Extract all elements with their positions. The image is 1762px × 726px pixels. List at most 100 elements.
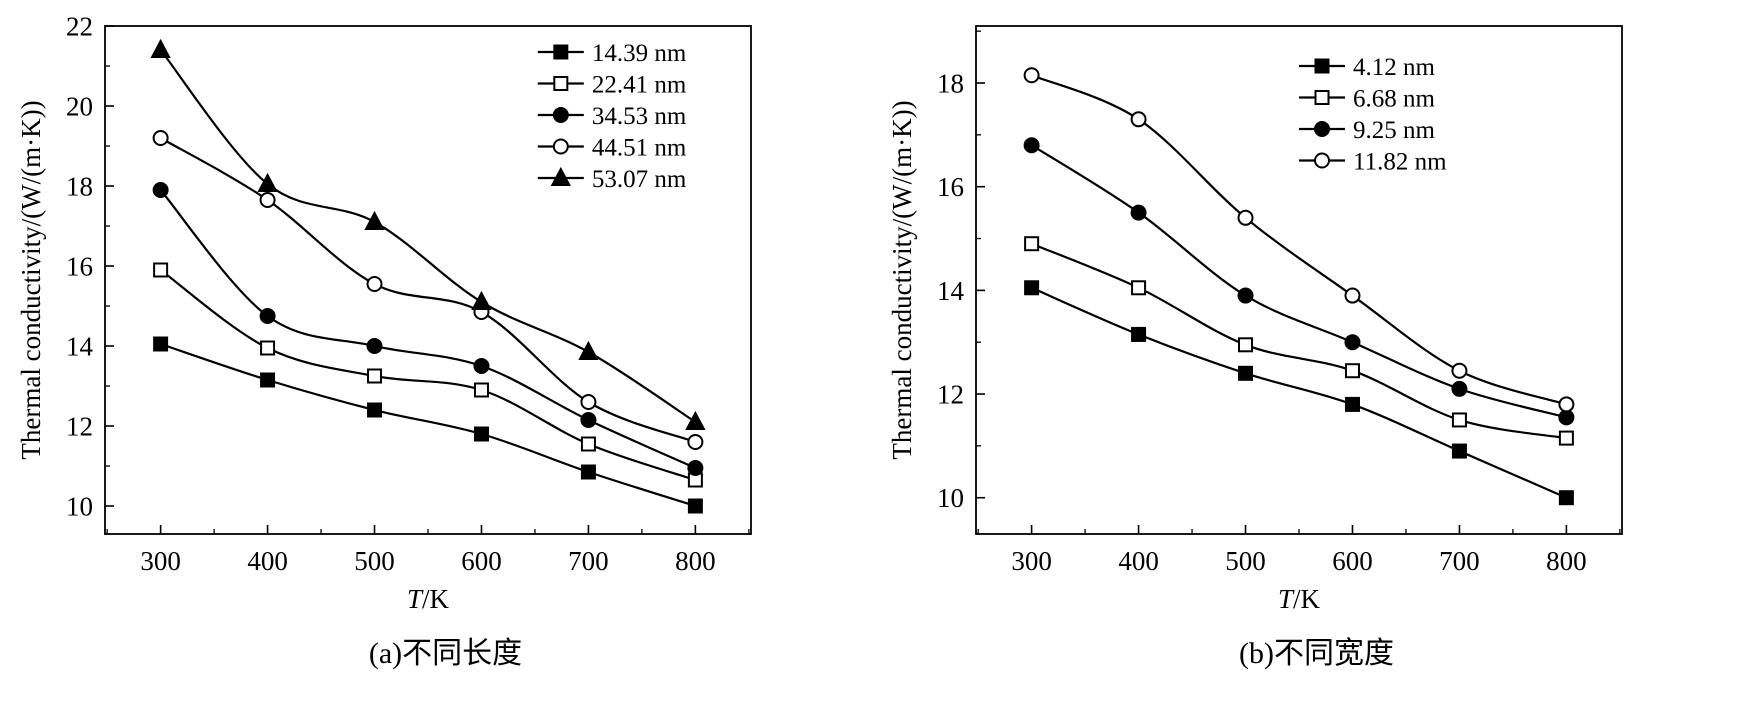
filled-square-marker — [687, 498, 703, 514]
y-tick-label: 10 — [937, 483, 964, 513]
x-axis-label: T/K — [1278, 584, 1321, 614]
filled-triangle-marker — [550, 166, 571, 186]
y-axis-label: Thermal conductivity/(W/(m·K)) — [887, 100, 917, 459]
y-tick-label: 22 — [66, 12, 93, 41]
x-tick-label: 800 — [1546, 546, 1587, 576]
legend-label: 11.82 nm — [1353, 148, 1447, 175]
legend-label: 34.53 nm — [592, 103, 687, 130]
x-tick-label: 700 — [1439, 546, 1480, 576]
series-line-14.39-nm — [160, 342, 696, 508]
filled-square-marker — [1451, 443, 1467, 459]
open-square-marker — [367, 368, 383, 384]
plot-b: 10 12 14 16 18 300 400 500 600 700 800 Thermal cond… — [887, 25, 1623, 614]
series-line-53.07-nm — [159, 49, 696, 423]
legend: 4.12 nm 6.68 nm 9.25 nm 11.82 nm — [1299, 54, 1447, 175]
series-group — [1023, 67, 1575, 506]
plot-a: 10 12 14 16 18 20 22 300 400 500 600 700 800 Thermal … — [16, 12, 752, 614]
open-circle-marker — [552, 138, 569, 155]
filled-square-marker — [1344, 396, 1360, 412]
y-tick-label: 18 — [937, 68, 964, 98]
filled-triangle-marker — [257, 172, 278, 192]
open-square-marker — [1238, 337, 1254, 353]
filled-square-marker — [1238, 365, 1254, 381]
open-square-marker — [153, 262, 169, 278]
x-tick-label: 400 — [247, 546, 288, 576]
legend: 14.39 nm 22.41 nm 34.53 nm 44.51 nm 53.07 nm — [537, 40, 687, 193]
chart-a-canvas: 10 12 14 16 18 20 22 300 400 500 600 700 800 Thermal … — [10, 12, 881, 624]
filled-triangle-marker — [364, 210, 385, 230]
chart-b-canvas: 10 12 14 16 18 300 400 500 600 700 800 Thermal cond… — [881, 12, 1752, 624]
y-axis-label: Thermal conductivity/(W/(m·K)) — [16, 100, 46, 459]
filled-circle-marker — [1130, 204, 1147, 221]
legend-label: 44.51 nm — [592, 134, 687, 161]
filled-square-marker — [367, 402, 383, 418]
chart-a-caption: (a)不同长度 — [368, 637, 523, 670]
filled-circle-marker — [1023, 137, 1040, 154]
series-line-11.82-nm — [1031, 74, 1567, 406]
filled-square-marker — [580, 464, 596, 480]
filled-square-marker — [1024, 280, 1040, 296]
filled-square-marker — [1558, 490, 1574, 506]
filled-circle-marker — [1451, 380, 1468, 397]
legend-label: 6.68 nm — [1353, 85, 1436, 112]
filled-circle-marker — [1237, 287, 1254, 304]
chart-a: 10 12 14 16 18 20 22 300 400 500 600 700 800 Thermal … — [10, 12, 881, 672]
y-tick-label: 14 — [937, 276, 965, 306]
filled-square-marker — [1314, 58, 1330, 74]
filled-circle-marker — [580, 412, 597, 428]
filled-circle-marker — [152, 182, 169, 198]
filled-square-marker — [473, 426, 489, 442]
series-line-9.25-nm — [1031, 144, 1567, 419]
chart-b: 10 12 14 16 18 300 400 500 600 700 800 Thermal cond… — [881, 12, 1752, 672]
x-tick-label: 300 — [140, 546, 181, 576]
filled-square-marker — [553, 44, 569, 60]
series-line-34.53-nm — [159, 189, 696, 470]
plot-frame — [975, 25, 1623, 535]
filled-triangle-marker — [685, 410, 706, 430]
filled-triangle-marker — [150, 38, 171, 58]
y-tick-label: 10 — [66, 491, 93, 521]
series-line-22.41-nm — [159, 269, 696, 482]
open-square-marker — [1131, 280, 1147, 296]
open-circle-marker — [1558, 396, 1575, 413]
filled-circle-marker — [1558, 409, 1575, 426]
x-tick-label: 600 — [1332, 546, 1373, 576]
open-square-marker — [473, 382, 489, 398]
x-tick-label: 600 — [461, 546, 502, 576]
open-circle-marker — [580, 394, 597, 410]
open-square-marker — [580, 436, 596, 452]
open-circle-marker — [1314, 152, 1330, 169]
filled-circle-marker — [1314, 121, 1330, 137]
x-axis-label: T/K — [407, 584, 450, 614]
open-circle-marker — [1237, 209, 1254, 226]
x-tick-label: 500 — [354, 546, 395, 576]
open-square-marker — [1344, 363, 1360, 379]
legend-label: 22.41 nm — [592, 71, 687, 98]
open-square-marker — [553, 76, 569, 91]
open-circle-marker — [366, 276, 383, 292]
y-tick-label: 16 — [937, 172, 964, 202]
legend-label: 53.07 nm — [592, 166, 687, 193]
x-tick-label: 500 — [1225, 546, 1266, 576]
x-tick-label: 400 — [1118, 546, 1159, 576]
series-line-4.12-nm — [1031, 286, 1567, 499]
filled-square-marker — [1131, 326, 1147, 342]
series-line-6.68-nm — [1031, 242, 1567, 440]
y-tick-label: 12 — [66, 411, 93, 441]
series-group — [150, 38, 706, 514]
y-tick-label: 18 — [66, 171, 93, 201]
open-circle-marker — [152, 130, 169, 146]
filled-triangle-marker — [578, 340, 599, 360]
open-circle-marker — [1344, 287, 1361, 304]
x-tick-label: 800 — [675, 546, 716, 576]
filled-circle-marker — [366, 338, 383, 354]
filled-circle-marker — [259, 308, 276, 324]
filled-circle-marker — [687, 460, 704, 476]
open-circle-marker — [259, 192, 276, 208]
y-tick-label: 20 — [66, 91, 93, 121]
open-circle-marker — [687, 434, 704, 450]
legend-label: 9.25 nm — [1353, 117, 1436, 144]
open-square-marker — [1314, 90, 1330, 105]
open-circle-marker — [1023, 67, 1040, 84]
legend-label: 14.39 nm — [592, 40, 687, 67]
